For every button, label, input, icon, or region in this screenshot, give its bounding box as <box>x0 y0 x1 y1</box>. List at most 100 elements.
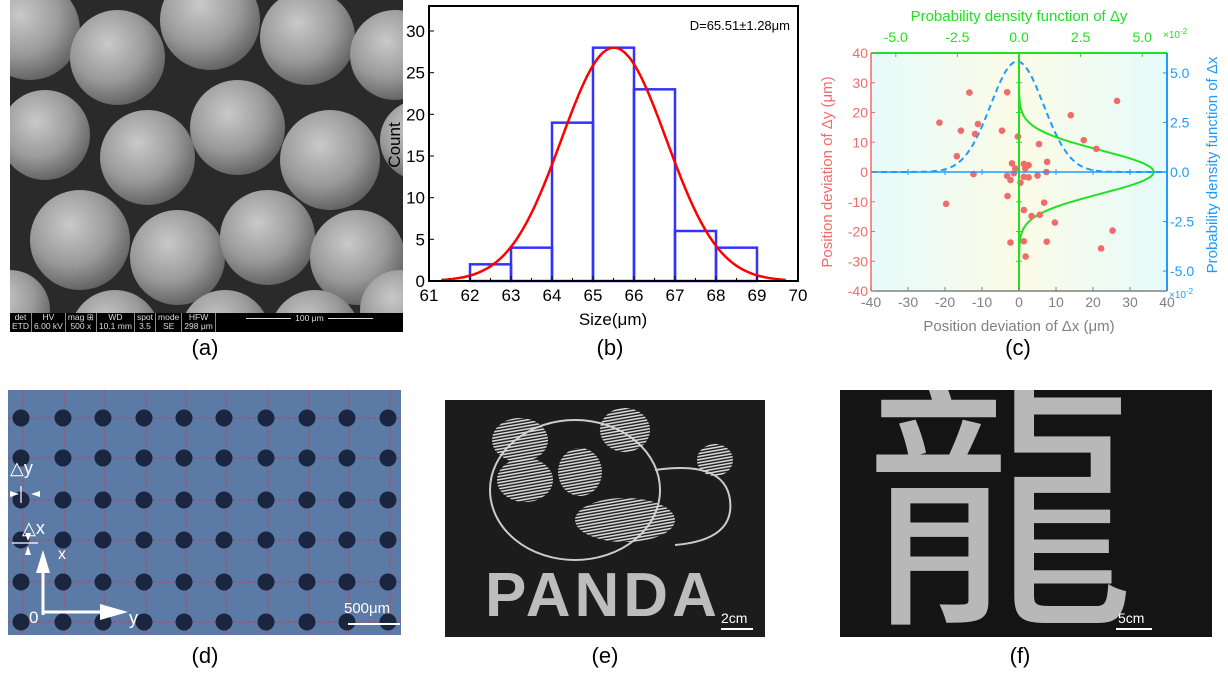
printed-dot <box>257 573 275 591</box>
scatter-point <box>998 127 1006 134</box>
printed-dot <box>94 573 112 591</box>
microsphere <box>190 80 285 175</box>
printed-dot <box>257 491 275 509</box>
origin-label: 0 <box>29 608 39 627</box>
scatter-point <box>1020 173 1028 181</box>
sem-info-value: 298 μm <box>184 321 213 331</box>
x-axis-label: Position deviation of Δx (μm) <box>923 318 1114 335</box>
microsphere <box>180 290 270 313</box>
microsphere <box>380 100 403 180</box>
printed-dot <box>94 531 112 549</box>
x-tick-label: 67 <box>666 286 685 305</box>
scatter-point <box>1097 245 1105 252</box>
printed-dot <box>338 531 356 549</box>
arrow <box>25 533 31 541</box>
printed-dot <box>54 531 72 549</box>
x-tick-label: -20 <box>935 294 955 310</box>
histogram-bar <box>632 88 677 283</box>
printed-dot <box>175 409 193 427</box>
x-tick-label: 64 <box>543 286 562 305</box>
microsphere <box>70 290 160 313</box>
printed-dot <box>135 491 153 509</box>
microsphere <box>220 190 315 285</box>
printed-dot <box>379 613 397 631</box>
multiplier-base: ×10 <box>1163 30 1180 41</box>
dragon-character: 龍 <box>865 390 1135 637</box>
right-tick-label: -5.0 <box>1170 263 1194 279</box>
scatter-point <box>1093 145 1100 153</box>
scatter-point <box>1012 165 1019 172</box>
sem-micrograph <box>10 0 403 313</box>
y-tick-label: 25 <box>406 64 425 83</box>
gaussian-fit-curve <box>441 46 786 282</box>
scatter-point <box>974 120 982 128</box>
sem-info-header: det <box>14 312 27 322</box>
printed-dot <box>94 449 112 467</box>
sem-scale-bar: 100 μm <box>216 313 403 332</box>
x-tick-label: 10 <box>1048 294 1064 310</box>
printed-dot <box>12 573 30 591</box>
sem-info-cell: WD 10.1 mm <box>97 313 135 332</box>
printed-dot <box>215 573 233 591</box>
y-axis-label: Position deviation of Δy (μm) <box>819 76 836 267</box>
scatter-point <box>1051 219 1059 226</box>
printed-dot <box>257 613 275 631</box>
scatter-point <box>1020 238 1028 245</box>
sem-scale-label: 100 μm <box>295 313 324 323</box>
delta-y-label: △y <box>10 458 33 478</box>
printed-dot <box>54 449 72 467</box>
y-tick-label: 20 <box>852 105 868 121</box>
scatter-point <box>1109 227 1116 234</box>
y-tick-label: -10 <box>848 194 868 210</box>
scatter-point <box>1020 206 1028 214</box>
printed-dot <box>175 573 193 591</box>
right-tick-label: 0.0 <box>1170 164 1190 180</box>
printed-dot <box>379 531 397 549</box>
multiplier-exponent: -2 <box>1186 287 1194 296</box>
scale-bar-label: 500μm <box>344 600 391 617</box>
printed-dot <box>338 449 356 467</box>
y-tick-label: 10 <box>406 189 425 208</box>
printed-dot <box>94 491 112 509</box>
printed-dot <box>215 613 233 631</box>
caption-c: (c) <box>1005 335 1031 360</box>
sem-info-value: 500 x <box>70 321 92 331</box>
sem-info-cell: mag ⊞ 500 x <box>66 313 97 332</box>
y-tick-label: 0 <box>860 164 868 180</box>
top-tick-label: 0.0 <box>1009 29 1029 45</box>
x-tick-label: 68 <box>707 286 726 305</box>
printed-dot <box>257 449 275 467</box>
y-tick-label: 20 <box>406 105 425 124</box>
printed-dot <box>175 531 193 549</box>
caption-f: (f) <box>1009 643 1031 668</box>
y-tick-label: -40 <box>848 283 868 299</box>
x-tick-label: 30 <box>1122 294 1138 310</box>
scatter-point <box>1014 133 1022 140</box>
printed-dot <box>215 491 233 509</box>
caption-d: (d) <box>191 643 219 668</box>
sem-info-cell: HV 6.00 kV <box>32 313 66 332</box>
scatter-point <box>1034 172 1041 179</box>
sem-info-cell: mode SE <box>156 313 183 332</box>
printed-dot <box>257 531 275 549</box>
printed-dot <box>135 409 153 427</box>
printed-dot <box>175 449 193 467</box>
microsphere <box>70 10 165 105</box>
printed-dot <box>12 531 30 549</box>
printed-dot <box>379 409 397 427</box>
scatter-point <box>1040 199 1048 206</box>
microsphere <box>130 210 225 305</box>
printed-dot <box>135 449 153 467</box>
y-tick-label: 40 <box>852 45 868 61</box>
printed-dot <box>298 409 316 427</box>
sem-info-cell: det ETD <box>10 313 32 332</box>
printed-dot <box>338 491 356 509</box>
fit-annotation: D=65.51±1.28μm <box>690 18 790 33</box>
top-tick-label: 5.0 <box>1132 29 1152 45</box>
scatter-point <box>1067 111 1075 119</box>
printed-dot <box>12 613 30 631</box>
multiplier-label: ×10-2 <box>1169 287 1194 301</box>
x-tick-label: -10 <box>972 294 992 310</box>
printed-dot <box>338 613 356 631</box>
sem-info-value: 6.00 kV <box>34 321 63 331</box>
